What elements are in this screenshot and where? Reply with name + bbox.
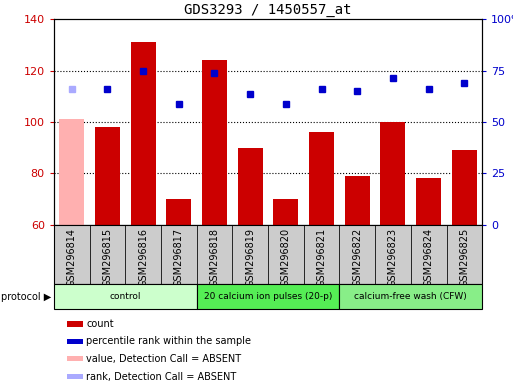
Text: calcium-free wash (CFW): calcium-free wash (CFW) [354, 292, 467, 301]
Bar [416, 179, 441, 225]
Text: count: count [86, 319, 114, 329]
Bar [309, 132, 334, 225]
Bar [411, 225, 446, 284]
Bar [67, 374, 83, 379]
Bar [345, 176, 370, 225]
Bar [196, 225, 232, 284]
Bar [67, 339, 83, 344]
Bar [54, 225, 90, 284]
Bar [67, 356, 83, 361]
Text: GSM296821: GSM296821 [317, 228, 327, 287]
Bar [273, 199, 299, 225]
Bar [59, 119, 84, 225]
Text: rank, Detection Call = ABSENT: rank, Detection Call = ABSENT [86, 371, 236, 382]
Bar [161, 225, 196, 284]
Bar [340, 225, 375, 284]
Text: GSM296825: GSM296825 [459, 228, 469, 287]
Title: GDS3293 / 1450557_at: GDS3293 / 1450557_at [184, 3, 352, 17]
Bar [375, 225, 411, 284]
Bar [54, 284, 196, 309]
Text: value, Detection Call = ABSENT: value, Detection Call = ABSENT [86, 354, 241, 364]
Bar [340, 284, 482, 309]
Bar [232, 225, 268, 284]
Text: GSM296817: GSM296817 [174, 228, 184, 287]
Bar [196, 284, 340, 309]
Bar [202, 60, 227, 225]
Bar [67, 321, 83, 327]
Bar [166, 199, 191, 225]
Bar [131, 42, 155, 225]
Text: GSM296824: GSM296824 [424, 228, 433, 287]
Text: protocol ▶: protocol ▶ [1, 291, 51, 302]
Text: GSM296818: GSM296818 [209, 228, 220, 286]
Bar [238, 147, 263, 225]
Text: percentile rank within the sample: percentile rank within the sample [86, 336, 251, 346]
Text: 20 calcium ion pulses (20-p): 20 calcium ion pulses (20-p) [204, 292, 332, 301]
Text: GSM296814: GSM296814 [67, 228, 77, 286]
Text: control: control [109, 292, 141, 301]
Bar [268, 225, 304, 284]
Text: GSM296815: GSM296815 [103, 228, 112, 287]
Bar [446, 225, 482, 284]
Text: GSM296819: GSM296819 [245, 228, 255, 286]
Bar [125, 225, 161, 284]
Text: GSM296822: GSM296822 [352, 228, 362, 287]
Bar [95, 127, 120, 225]
Bar [90, 225, 125, 284]
Bar [381, 122, 405, 225]
Text: GSM296820: GSM296820 [281, 228, 291, 287]
Text: GSM296816: GSM296816 [138, 228, 148, 286]
Bar [452, 150, 477, 225]
Text: GSM296823: GSM296823 [388, 228, 398, 287]
Bar [304, 225, 340, 284]
